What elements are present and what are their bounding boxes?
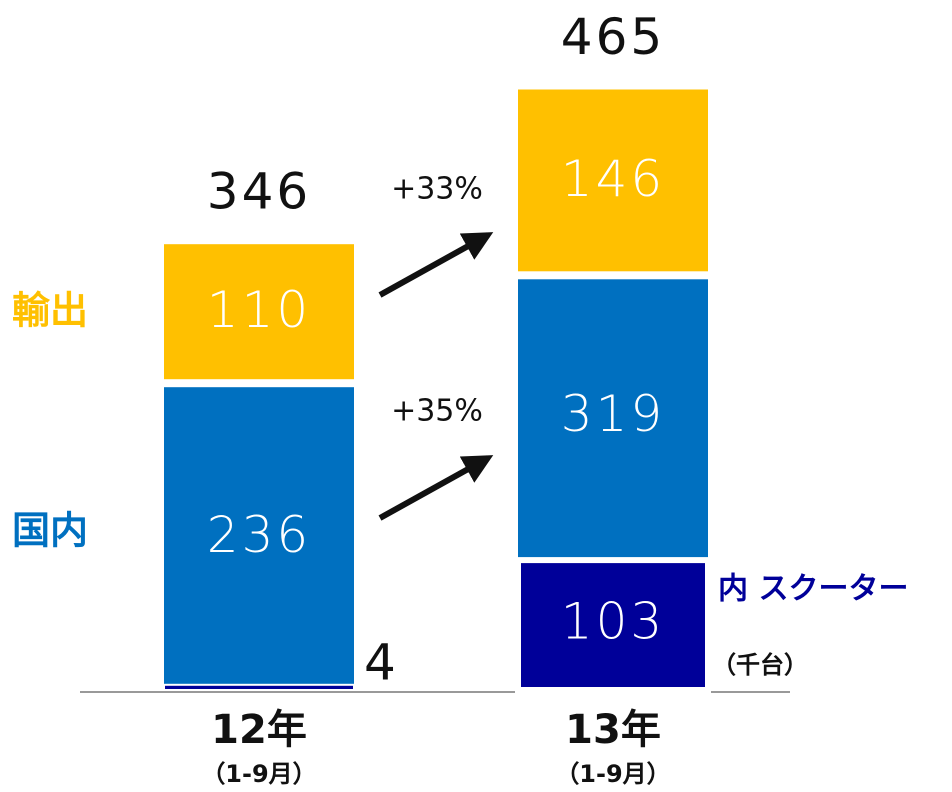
legend-label: 輸出 bbox=[12, 289, 88, 333]
x-tick-label: 12年 bbox=[211, 707, 307, 753]
value-label: 4 bbox=[364, 634, 399, 692]
value-label: 319 bbox=[561, 385, 665, 443]
x-tick-sublabel: （1-9月） bbox=[201, 760, 316, 788]
arrow bbox=[378, 455, 494, 521]
total-label: 465 bbox=[561, 8, 665, 66]
total-label: 346 bbox=[207, 163, 311, 221]
unit-label: （千台） bbox=[712, 651, 808, 679]
value-label: 110 bbox=[207, 281, 311, 339]
legend-label: 内 スクーター bbox=[718, 572, 908, 607]
value-label: 146 bbox=[561, 150, 665, 208]
value-label: 236 bbox=[207, 506, 311, 564]
growth-label: +33% bbox=[391, 172, 483, 207]
legend-label: 国内 bbox=[12, 509, 88, 553]
x-tick-label: 13年 bbox=[565, 707, 661, 753]
bar-segment bbox=[518, 89, 708, 272]
bar-segment bbox=[164, 244, 354, 380]
bar-segment bbox=[515, 557, 711, 693]
value-label: 103 bbox=[561, 593, 665, 651]
bar-segment bbox=[163, 683, 355, 691]
bar-segment bbox=[164, 387, 354, 690]
arrow bbox=[378, 232, 494, 298]
growth-label: +35% bbox=[391, 394, 483, 429]
x-tick-sublabel: （1-9月） bbox=[555, 760, 670, 788]
